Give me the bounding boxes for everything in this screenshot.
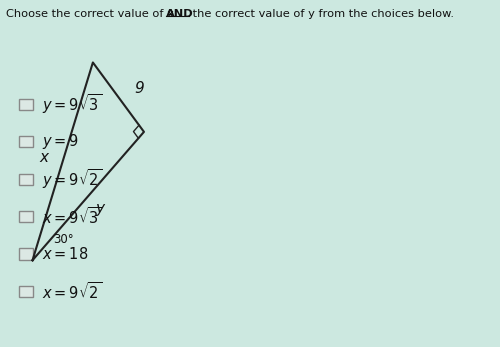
Bar xyxy=(18,248,34,260)
Text: $x = 18$: $x = 18$ xyxy=(42,246,88,262)
Bar xyxy=(18,174,34,185)
Text: $y = 9$: $y = 9$ xyxy=(42,132,79,151)
Text: Choose the correct value of x: Choose the correct value of x xyxy=(6,9,177,19)
Text: 9: 9 xyxy=(134,81,144,96)
Bar xyxy=(18,99,34,110)
Text: y: y xyxy=(96,201,104,216)
Text: 30°: 30° xyxy=(54,234,74,246)
Text: x: x xyxy=(40,150,48,166)
Text: $y = 9\sqrt{3}$: $y = 9\sqrt{3}$ xyxy=(42,92,102,116)
Text: $x = 9\sqrt{3}$: $x = 9\sqrt{3}$ xyxy=(42,206,102,227)
Bar xyxy=(18,286,34,297)
Bar xyxy=(18,211,34,222)
Text: $y = 9\sqrt{2}$: $y = 9\sqrt{2}$ xyxy=(42,167,102,191)
Text: $x = 9\sqrt{2}$: $x = 9\sqrt{2}$ xyxy=(42,281,102,302)
Text: the correct value of y from the choices below.: the correct value of y from the choices … xyxy=(190,9,454,19)
Bar xyxy=(18,136,34,147)
Text: AND: AND xyxy=(166,9,194,19)
